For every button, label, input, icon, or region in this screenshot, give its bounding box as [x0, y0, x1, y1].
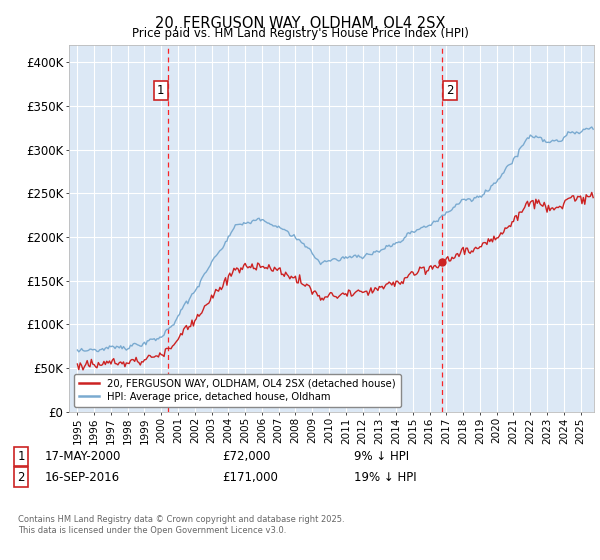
Text: 20, FERGUSON WAY, OLDHAM, OL4 2SX: 20, FERGUSON WAY, OLDHAM, OL4 2SX [155, 16, 445, 31]
Text: Price paid vs. HM Land Registry's House Price Index (HPI): Price paid vs. HM Land Registry's House … [131, 27, 469, 40]
Text: 17-MAY-2000: 17-MAY-2000 [45, 450, 121, 463]
Legend: 20, FERGUSON WAY, OLDHAM, OL4 2SX (detached house), HPI: Average price, detached: 20, FERGUSON WAY, OLDHAM, OL4 2SX (detac… [74, 374, 401, 407]
Text: 1: 1 [17, 450, 25, 463]
Text: 9% ↓ HPI: 9% ↓ HPI [354, 450, 409, 463]
Text: 16-SEP-2016: 16-SEP-2016 [45, 470, 120, 484]
Text: £171,000: £171,000 [222, 470, 278, 484]
Text: 2: 2 [17, 470, 25, 484]
Text: 2: 2 [446, 83, 454, 97]
Text: Contains HM Land Registry data © Crown copyright and database right 2025.
This d: Contains HM Land Registry data © Crown c… [18, 515, 344, 535]
Text: 19% ↓ HPI: 19% ↓ HPI [354, 470, 416, 484]
Text: £72,000: £72,000 [222, 450, 271, 463]
Text: 1: 1 [157, 83, 164, 97]
